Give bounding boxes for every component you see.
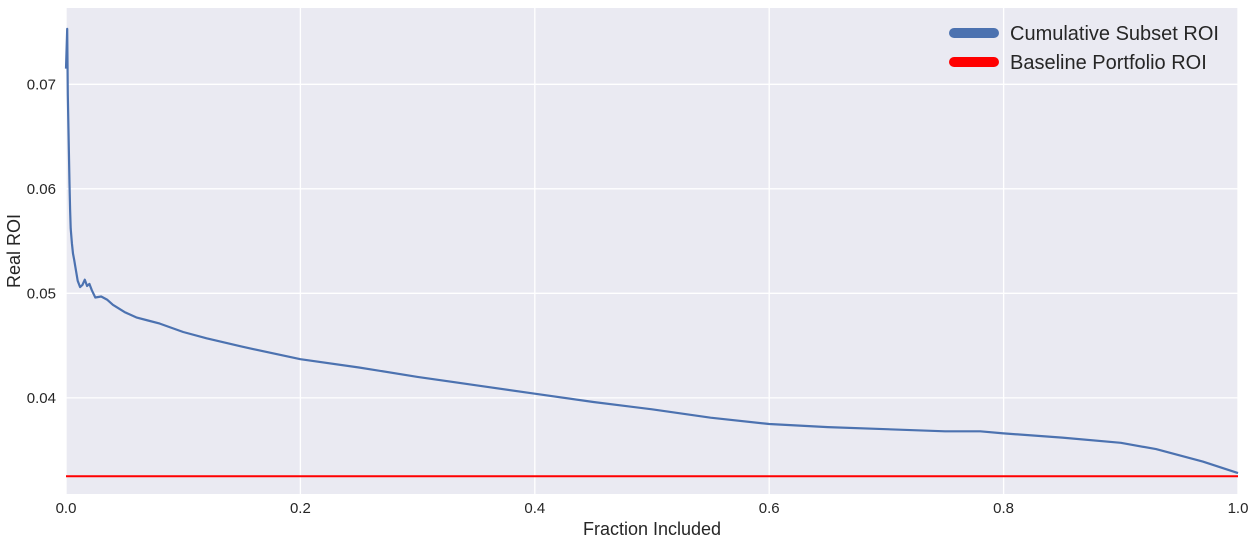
- y-tick-label: 0.06: [27, 181, 56, 198]
- y-axis-title: Real ROI: [4, 214, 24, 288]
- legend-label-baseline-portfolio-roi: Baseline Portfolio ROI: [1010, 52, 1207, 74]
- x-tick-label: 0.4: [524, 500, 545, 517]
- x-tick-label: 0.0: [56, 500, 77, 517]
- x-axis-ticks: 0.0 0.2 0.4 0.6 0.8 1.0: [56, 500, 1249, 517]
- y-tick-label: 0.07: [27, 76, 56, 93]
- y-tick-label: 0.05: [27, 285, 56, 302]
- y-tick-label: 0.04: [27, 390, 56, 407]
- x-axis-title: Fraction Included: [583, 519, 721, 539]
- grid-lines: [65, 8, 1239, 494]
- plot-background: [66, 8, 1238, 494]
- x-tick-label: 0.6: [759, 500, 780, 517]
- legend-label-cumulative-subset-roi: Cumulative Subset ROI: [1010, 23, 1219, 45]
- x-tick-label: 1.0: [1228, 500, 1249, 517]
- legend: Cumulative Subset ROI Baseline Portfolio…: [949, 23, 1219, 74]
- x-tick-label: 0.2: [290, 500, 311, 517]
- series-lines: [64, 27, 1239, 478]
- y-axis-ticks: 0.04 0.05 0.06 0.07: [27, 76, 56, 407]
- x-tick-label: 0.8: [993, 500, 1014, 517]
- series-line-cumulative-subset-roi: [64, 27, 1239, 475]
